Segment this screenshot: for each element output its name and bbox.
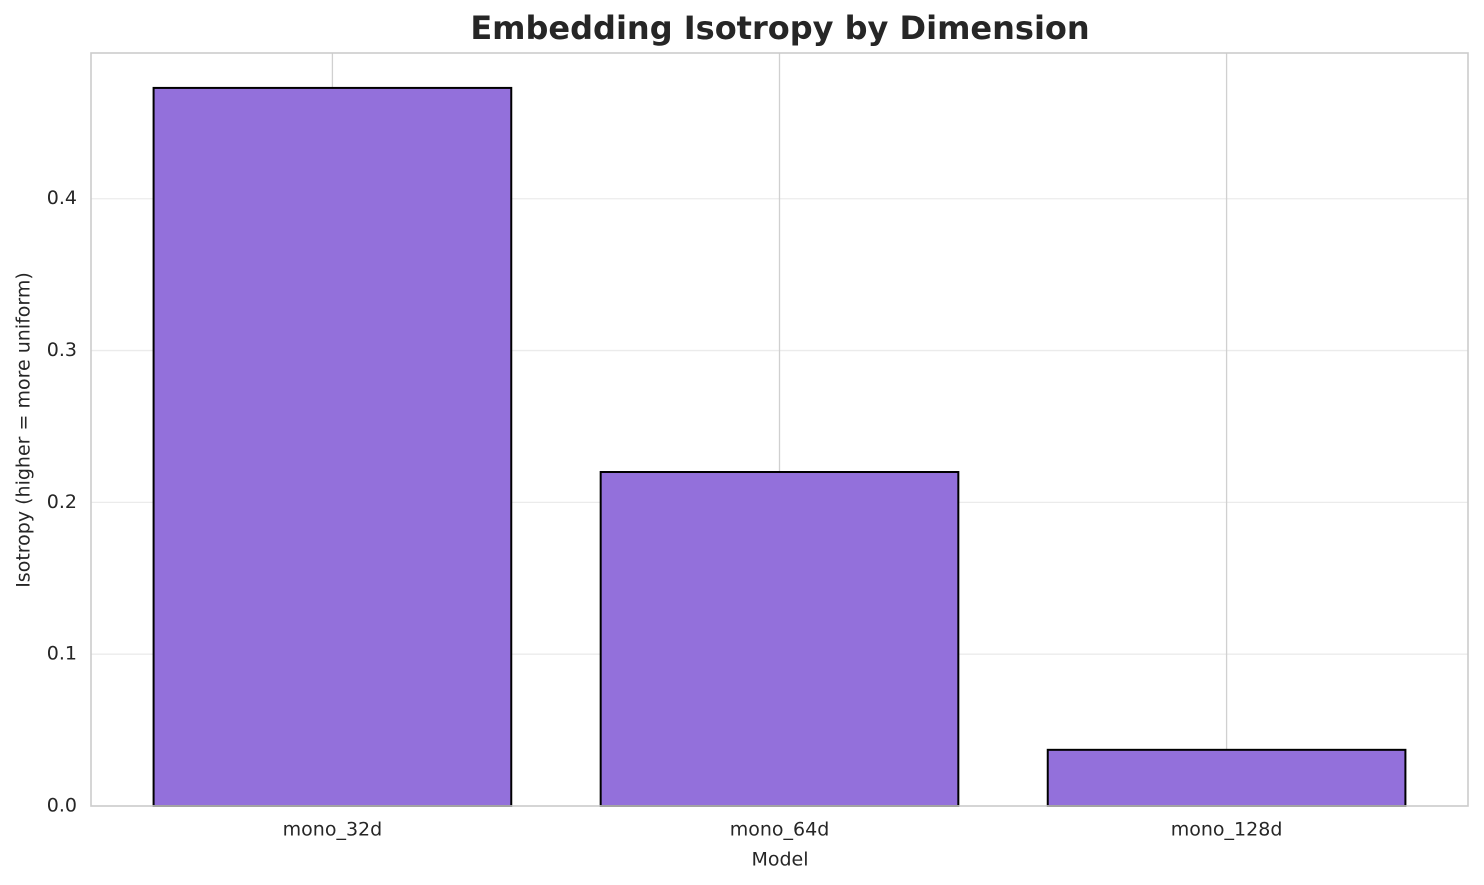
bar (599, 471, 960, 807)
x-tick-label: mono_64d (730, 819, 830, 841)
x-axis-label: Model (751, 849, 808, 871)
y-tick-label: 0.2 (47, 491, 77, 513)
x-tick-label: mono_128d (1171, 819, 1283, 841)
y-tick-label: 0.0 (47, 795, 77, 817)
y-tick-label: 0.1 (47, 643, 77, 665)
bar (152, 86, 513, 807)
y-tick-label: 0.3 (47, 339, 77, 361)
y-axis-label: Isotropy (higher = more uniform) (13, 272, 35, 588)
plot-frame (90, 52, 1469, 807)
bar (1046, 748, 1407, 807)
x-tick-label: mono_32d (283, 819, 383, 841)
chart-title: Embedding Isotropy by Dimension (470, 9, 1089, 47)
y-tick-label: 0.4 (47, 187, 77, 209)
